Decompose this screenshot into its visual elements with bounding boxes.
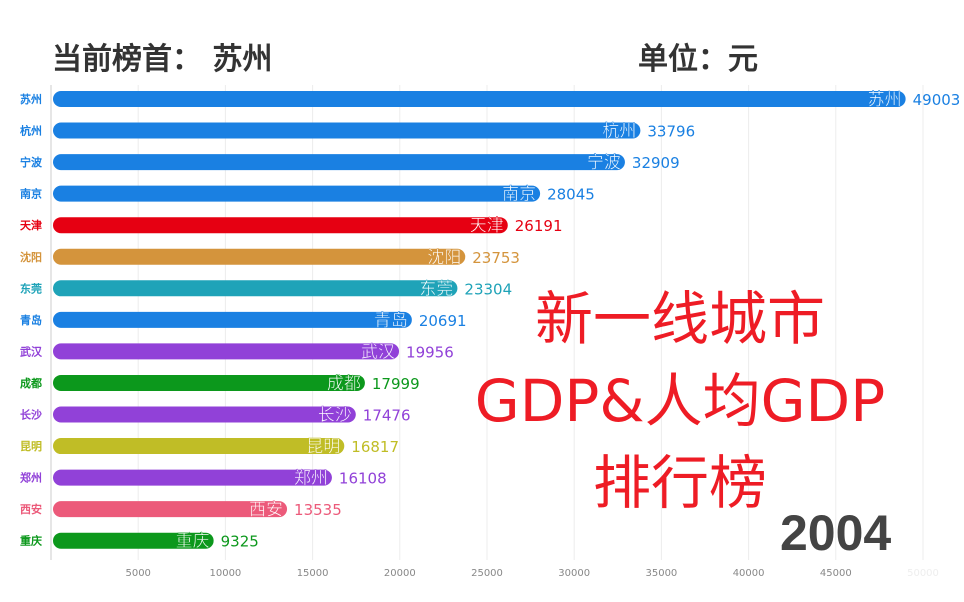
leader-label: 当前榜首： 苏州 [52,42,273,77]
overlay-title: 新一线城市 GDP&人均GDP 排行榜 [440,278,920,524]
y-tick-label: 南京 [20,187,42,201]
data-label: 19956 [406,343,454,361]
bar [53,280,458,297]
y-tick-label: 重庆 [20,534,42,548]
data-label: 33796 [647,123,695,141]
x-tick-label: 45000 [820,568,852,579]
data-label: 17999 [372,375,420,393]
bar-inner-label: 郑州 [294,469,328,489]
x-tick-label: 35000 [645,568,677,579]
bar-inner-label: 重庆 [176,532,210,552]
y-tick-label: 昆明 [20,440,42,453]
data-label: 26191 [515,217,563,235]
x-tick-label: 15000 [297,568,329,579]
bar [53,438,345,455]
overlay-line-1: 新一线城市 [534,285,825,353]
y-tick-label: 天津 [20,218,42,232]
data-label: 28045 [547,186,595,204]
bar-inner-label: 沈阳 [427,248,461,268]
data-label: 49003 [913,91,961,109]
bar-inner-label: 青岛 [374,311,408,331]
bar [53,217,508,234]
bar-inner-label: 杭州 [602,122,636,142]
bar-inner-label: 成都 [327,374,361,394]
bar-inner-label: 苏州 [868,90,902,110]
x-tick-label: 5000 [125,568,150,579]
bar-inner-label: 天津 [470,216,504,236]
y-tick-label: 东莞 [20,281,42,295]
data-label: 16817 [351,438,399,456]
bar [53,311,412,328]
bar-inner-label: 西安 [249,500,283,520]
data-label: 23753 [472,249,520,267]
x-tick-label: 10000 [209,568,241,579]
bar [53,406,356,423]
leader-name: 苏州 [212,42,273,77]
data-label: 17476 [363,407,411,425]
x-tick-label: 40000 [733,568,765,579]
y-tick-label: 武汉 [20,344,43,358]
x-tick-label: 30000 [558,568,590,579]
bar-inner-label: 昆明 [306,437,340,457]
data-label: 16108 [339,470,387,488]
bar [53,343,400,360]
y-tick-label: 青岛 [20,313,42,327]
y-tick-label: 苏州 [20,92,42,106]
data-label: 20691 [419,312,467,330]
y-tick-label: 郑州 [20,471,42,485]
y-tick-label: 长沙 [20,408,42,422]
bar [53,122,641,139]
bar [53,154,625,171]
data-label: 13535 [294,501,342,519]
unit-label: 单位：元 [638,42,758,77]
overlay-line-3: 排行榜 [592,449,767,517]
bar [53,532,214,549]
x-tick-label: 25000 [471,568,503,579]
x-tick-label: 50000 [907,568,939,579]
bar-inner-label: 宁波 [587,153,621,173]
bar-inner-label: 长沙 [318,406,352,426]
y-tick-label: 沈阳 [20,250,42,264]
bar [53,374,365,391]
bar-inner-label: 南京 [502,185,536,205]
data-label: 32909 [632,154,680,172]
y-tick-label: 杭州 [20,124,42,138]
overlay-line-2: GDP&人均GDP [474,367,886,435]
bar [53,469,332,486]
y-tick-label: 西安 [20,502,42,516]
bar [53,91,906,107]
bar-inner-label: 武汉 [361,342,395,362]
bar-inner-label: 东莞 [419,279,453,299]
bar [53,248,466,265]
bar [53,185,541,202]
year-label: 2004 [780,505,892,561]
bar [53,501,288,518]
data-label: 9325 [221,533,259,551]
y-tick-label: 宁波 [20,155,43,169]
data-label: 23304 [464,280,512,298]
x-tick-label: 20000 [384,568,416,579]
y-tick-label: 成都 [20,376,42,390]
